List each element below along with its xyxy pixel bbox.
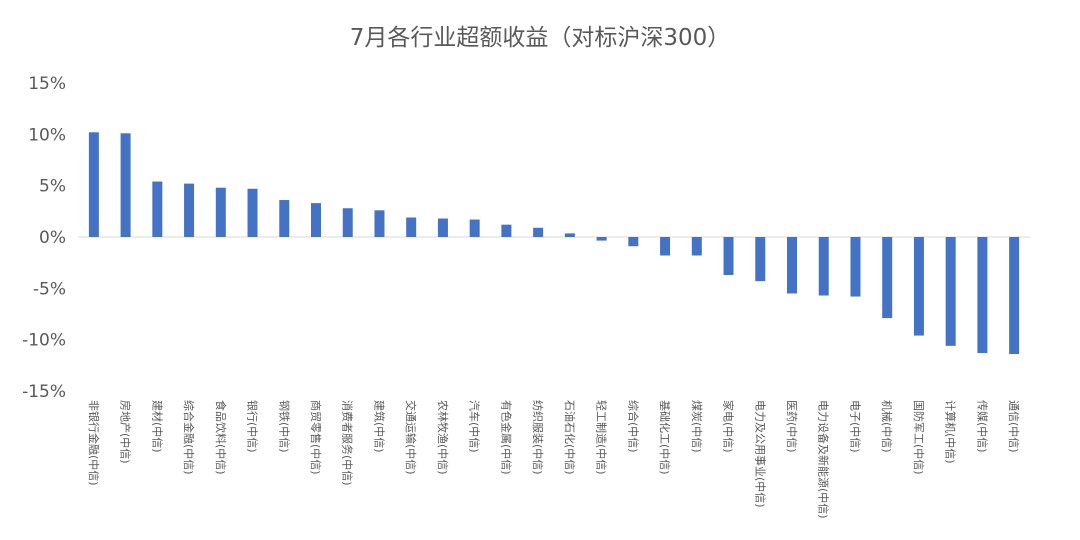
category-label: 建材(中信)	[150, 400, 164, 453]
bar	[596, 237, 607, 241]
category-label: 机械(中信)	[880, 400, 894, 453]
y-tick-label: -5%	[33, 279, 66, 299]
category-label: 综合(中信)	[626, 400, 640, 453]
category-label: 食品饮料(中信)	[214, 400, 228, 475]
category-label: 农林牧渔(中信)	[436, 400, 450, 475]
bar	[406, 217, 417, 237]
category-label: 汽车(中信)	[468, 400, 482, 453]
category-label: 综合金融(中信)	[182, 400, 196, 475]
bar	[723, 237, 734, 275]
bar	[311, 203, 321, 237]
bar	[818, 237, 829, 296]
category-label: 非银行金融(中信)	[87, 400, 101, 486]
category-label: 计算机(中信)	[944, 400, 958, 464]
bar	[88, 132, 99, 237]
category-label: 电子(中信)	[848, 400, 861, 453]
category-label: 基础化工(中信)	[658, 400, 672, 475]
category-label: 家电(中信)	[722, 400, 736, 453]
category-label: 国防军工(中信)	[912, 400, 926, 475]
bar	[120, 133, 131, 237]
y-tick-label: -15%	[22, 382, 66, 402]
y-tick-label: 15%	[28, 74, 66, 94]
bar	[755, 237, 766, 282]
bar	[660, 237, 671, 256]
bar	[945, 237, 956, 346]
bar	[628, 237, 639, 247]
y-tick-label: 0%	[39, 228, 66, 248]
category-label: 房地产(中信)	[119, 400, 133, 464]
category-label: 石油石化(中信)	[563, 400, 577, 475]
category-label: 轻工制造(中信)	[595, 400, 609, 475]
bar	[691, 237, 702, 256]
category-label: 消费者服务(中信)	[341, 400, 355, 486]
bar	[184, 183, 195, 237]
y-tick-label: 10%	[28, 125, 66, 145]
category-label: 医药(中信)	[785, 400, 798, 453]
bar	[437, 218, 448, 237]
bar	[342, 208, 353, 237]
bar	[247, 188, 258, 237]
category-label: 钢铁(中信)	[277, 400, 290, 453]
bar	[469, 219, 480, 237]
bar	[533, 227, 544, 237]
bar	[787, 237, 797, 294]
category-label: 通信(中信)	[1007, 400, 1020, 453]
category-label: 交通运输(中信)	[404, 400, 418, 475]
category-label: 传媒(中信)	[975, 400, 988, 453]
chart-title: 7月各行业超额收益（对标沪深300）	[349, 25, 731, 51]
category-label: 煤炭(中信)	[690, 400, 703, 453]
y-tick-label: -10%	[22, 331, 66, 351]
category-label: 有色金属(中信)	[499, 400, 513, 475]
bar	[882, 237, 893, 319]
bar	[501, 224, 512, 237]
bar	[564, 233, 575, 237]
bar	[215, 187, 226, 237]
bar	[1009, 237, 1020, 355]
category-label: 银行(中信)	[246, 400, 260, 453]
category-label: 电力及公用事业(中信)	[753, 400, 766, 508]
bar	[977, 237, 988, 354]
category-label: 电力设备及新能源(中信)	[817, 400, 831, 519]
category-label: 建筑(中信)	[372, 400, 386, 453]
bar	[279, 200, 290, 237]
category-label: 商贸零售(中信)	[309, 400, 323, 475]
category-label: 纺织服装(中信)	[531, 400, 545, 475]
bar	[850, 237, 861, 297]
y-tick-label: 5%	[39, 177, 66, 197]
bar	[152, 181, 163, 237]
bar	[913, 237, 924, 336]
bar	[374, 210, 385, 237]
